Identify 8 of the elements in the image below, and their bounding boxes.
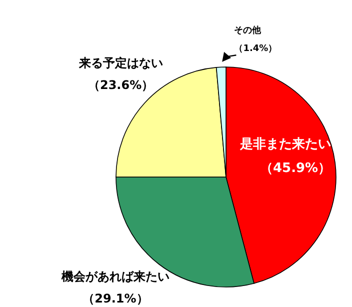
slice-label: 是非また来たい — [239, 136, 332, 152]
data-label: （23.6%） — [88, 78, 154, 92]
data-label: （1.4%） — [234, 44, 278, 54]
slice-label: 来る予定はない — [78, 56, 163, 70]
data-label: （29.1%） — [82, 291, 148, 306]
slice-label: 機会があれば来たい — [60, 269, 170, 284]
data-label: （45.9%） — [260, 160, 332, 176]
slice-label: その他 — [234, 25, 262, 36]
